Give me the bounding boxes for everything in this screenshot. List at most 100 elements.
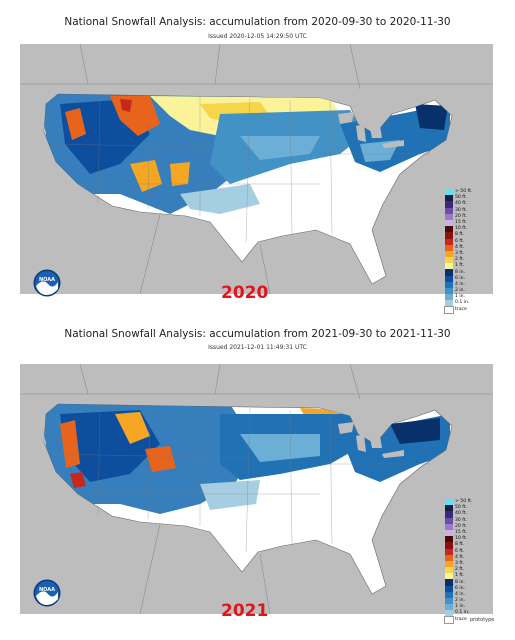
- legend-label: > 50 ft.: [455, 499, 473, 505]
- legend-entry: 4 ft.: [445, 244, 489, 251]
- legend-entry: 2 in.: [445, 288, 489, 295]
- legend-swatch: [445, 300, 453, 307]
- legend-label: 1 ft.: [455, 573, 465, 579]
- noaa-logo: NOAA: [33, 269, 61, 297]
- legend-swatch: [445, 598, 453, 605]
- legend-label: 15 ft.: [455, 220, 468, 226]
- legend-swatch: [445, 257, 453, 264]
- legend-swatch: [445, 213, 453, 220]
- legend-swatch: [445, 219, 453, 227]
- legend-entry: 30 ft.: [445, 207, 489, 214]
- legend-label: 4 in.: [455, 281, 466, 287]
- legend-label: 4 ft.: [455, 554, 465, 560]
- legend-entry: 1 ft.: [445, 573, 489, 580]
- legend-label: 1 ft.: [455, 263, 465, 269]
- legend-swatch: [445, 226, 453, 233]
- legend-label: 0.1 in.: [455, 610, 470, 616]
- legend-label: 20 ft.: [455, 213, 468, 219]
- legend-swatch: [445, 511, 453, 518]
- legend-entry: 1 in.: [445, 294, 489, 301]
- legend-entry: 2 ft.: [445, 567, 489, 574]
- legend-label: 3 ft.: [455, 250, 465, 256]
- legend-entry: 40 ft.: [445, 201, 489, 208]
- legend-label: 2 in.: [455, 598, 466, 604]
- year-label: 2021: [221, 601, 269, 621]
- legend-label: 0.1 in.: [455, 300, 470, 306]
- legend-entry: 50 ft.: [445, 195, 489, 202]
- legend-entry: 6 in.: [445, 585, 489, 592]
- legend-swatch: [445, 189, 453, 196]
- legend-label: 2 ft.: [455, 257, 465, 263]
- legend-swatch: [445, 263, 453, 270]
- legend-label: 2 ft.: [455, 567, 465, 573]
- legend-label: 1 in.: [455, 294, 466, 300]
- legend-label: 4 ft.: [455, 244, 465, 250]
- legend-label: 6 in.: [455, 275, 466, 281]
- legend-entry: 50 ft.: [445, 505, 489, 512]
- legend-label: 30 ft.: [455, 517, 468, 523]
- legend-entry: 8 ft.: [445, 232, 489, 239]
- legend-swatch: [445, 275, 453, 282]
- snowfall-map: [20, 44, 493, 294]
- legend-label: 8 in.: [455, 579, 466, 585]
- legend-swatch: [445, 585, 453, 592]
- legend-swatch: [445, 207, 453, 214]
- legend-entry: 10 ft.: [445, 536, 489, 543]
- legend-label: 4 in.: [455, 591, 466, 597]
- legend-swatch: [445, 294, 453, 301]
- legend-entry: 2 ft.: [445, 257, 489, 264]
- legend-swatch: [445, 604, 453, 611]
- legend-swatch: [445, 579, 453, 586]
- map-title: National Snowfall Analysis: accumulation…: [64, 16, 451, 28]
- legend-swatch: [445, 269, 453, 276]
- legend-label: 30 ft.: [455, 207, 468, 213]
- legend-entry: 20 ft.: [445, 213, 489, 220]
- map-title: National Snowfall Analysis: accumulation…: [64, 328, 451, 340]
- noaa-logo-text: NOAA: [39, 277, 55, 283]
- legend-swatch: [445, 281, 453, 288]
- legend-entry: 0.1 in.: [445, 300, 489, 307]
- legend-entry: 15 ft.: [445, 529, 489, 537]
- legend-swatch: [445, 567, 453, 574]
- noaa-logo: NOAA: [33, 579, 61, 607]
- legend-entry: trace: [444, 305, 489, 314]
- legend-label: 3 ft.: [455, 560, 465, 566]
- snowfall-map-graphic: [20, 44, 493, 294]
- legend-swatch: [445, 195, 453, 202]
- legend-swatch: [445, 554, 453, 561]
- legend-label: 50 ft.: [455, 195, 468, 201]
- legend-label: 6 ft.: [455, 238, 465, 244]
- legend-entry: 6 in.: [445, 275, 489, 282]
- legend-label: 8 ft.: [455, 232, 465, 238]
- legend-label: 40 ft.: [455, 201, 468, 207]
- legend-swatch: [445, 505, 453, 512]
- legend-entry: 1 in.: [445, 604, 489, 611]
- legend-swatch: [445, 238, 453, 245]
- noaa-logo-icon: NOAA: [33, 269, 61, 297]
- legend-label: 8 ft.: [455, 542, 465, 548]
- legend-swatch: [445, 244, 453, 251]
- legend-entry: 1 ft.: [445, 263, 489, 270]
- legend-label: 15 ft.: [455, 530, 468, 536]
- snowfall-legend: > 50 ft. 50 ft. 40 ft. 30 ft. 20 ft. 15 …: [444, 499, 489, 624]
- legend-swatch: [445, 610, 453, 617]
- legend-label: 50 ft.: [455, 505, 468, 511]
- legend-swatch: [445, 560, 453, 568]
- legend-entry: > 50 ft.: [445, 189, 489, 196]
- snowfall-legend: > 50 ft. 50 ft. 40 ft. 30 ft. 20 ft. 15 …: [444, 189, 489, 314]
- legend-swatch: [445, 517, 453, 524]
- legend-entry: 30 ft.: [445, 517, 489, 524]
- legend-entry: 10 ft.: [445, 226, 489, 233]
- legend-label: trace: [455, 616, 467, 622]
- legend-label: 10 ft.: [455, 536, 468, 542]
- legend-entry: 4 ft.: [445, 554, 489, 561]
- legend-entry: 4 in.: [445, 591, 489, 598]
- legend-swatch: [445, 529, 453, 537]
- legend-entry: 0.1 in.: [445, 610, 489, 617]
- prototype-label: prototype: [470, 617, 495, 623]
- legend-entry: 2 in.: [445, 598, 489, 605]
- snowfall-map-graphic: [20, 364, 493, 614]
- legend-label: > 50 ft.: [455, 189, 473, 195]
- legend-entry: 8 in.: [445, 269, 489, 276]
- legend-swatch: [444, 615, 454, 624]
